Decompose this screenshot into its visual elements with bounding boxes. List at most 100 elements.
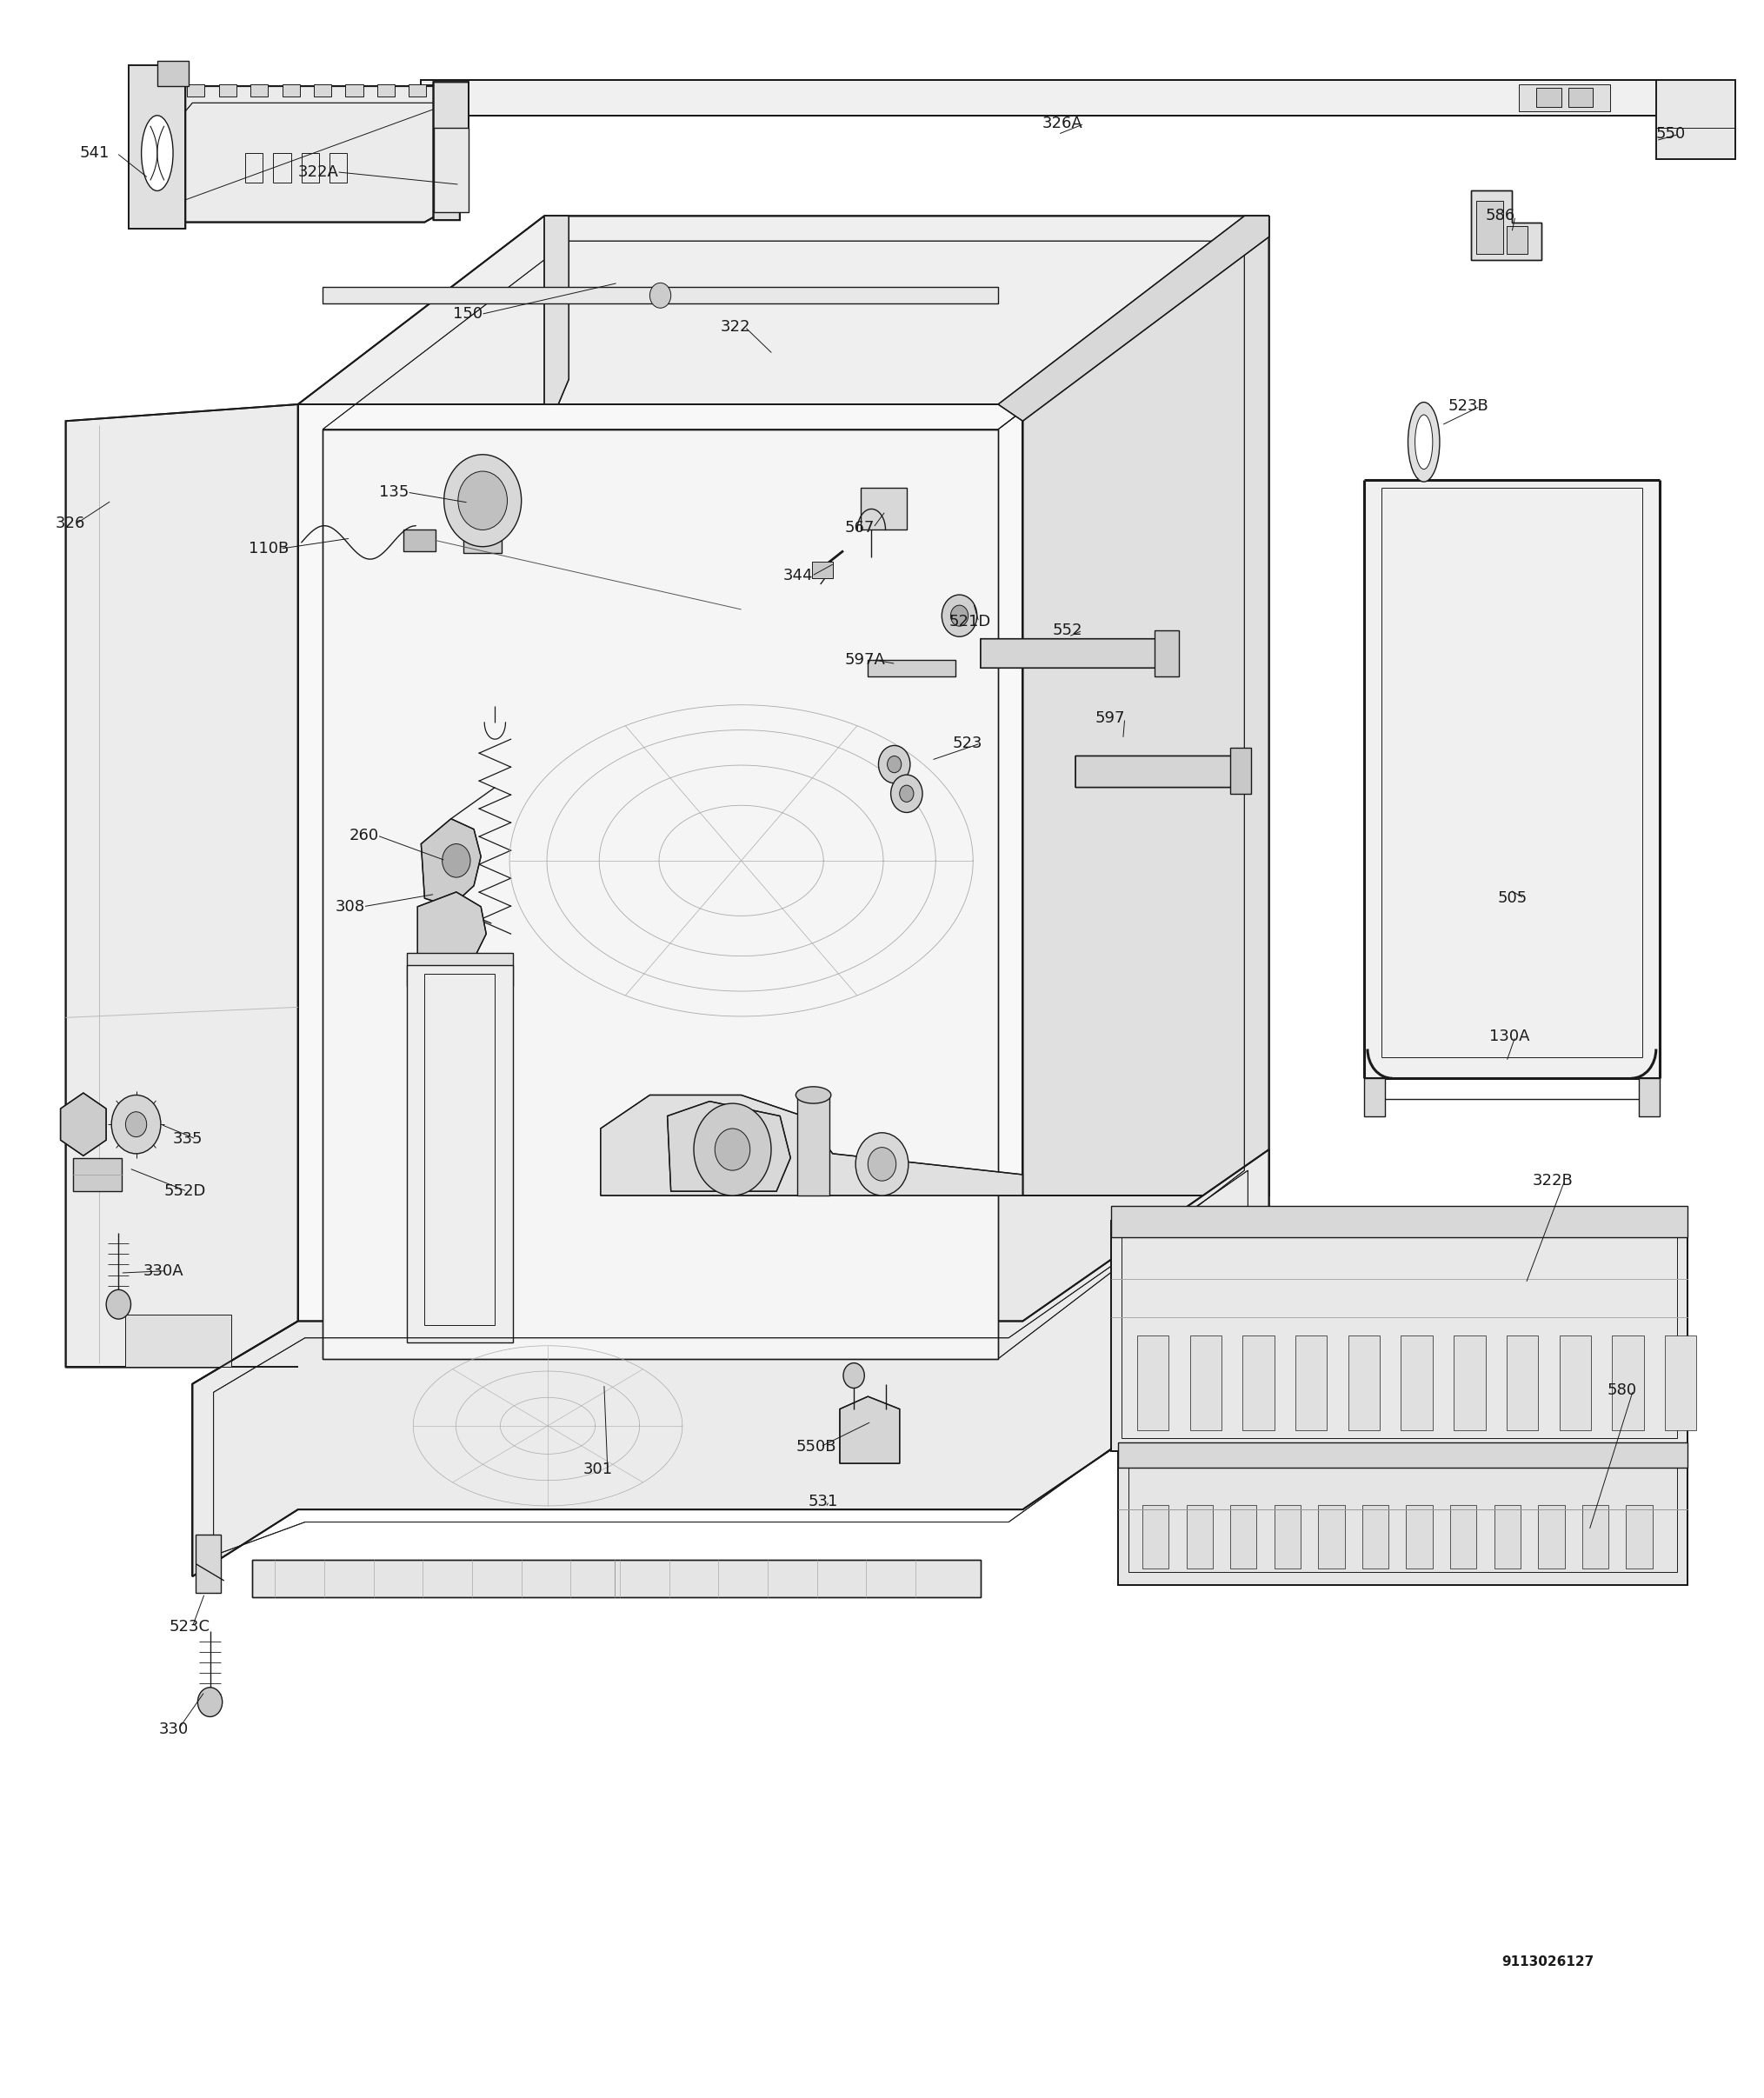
Bar — [245, 153, 263, 183]
Ellipse shape — [1408, 403, 1439, 483]
Bar — [1582, 1504, 1609, 1567]
Circle shape — [714, 1129, 750, 1171]
Bar — [464, 541, 503, 554]
Bar — [1118, 1443, 1688, 1469]
Bar — [409, 84, 427, 97]
Bar — [125, 1315, 231, 1368]
Circle shape — [868, 1148, 896, 1181]
Text: 330A: 330A — [143, 1263, 183, 1278]
Text: 344: 344 — [783, 569, 813, 583]
Circle shape — [459, 472, 508, 531]
Bar — [323, 287, 998, 304]
Text: 597: 597 — [1095, 711, 1125, 726]
Bar — [1122, 1234, 1678, 1439]
Text: 523: 523 — [953, 736, 983, 751]
Polygon shape — [60, 1093, 106, 1156]
Polygon shape — [1471, 191, 1542, 260]
Text: 523C: 523C — [169, 1620, 210, 1634]
Text: 552: 552 — [1053, 623, 1083, 638]
Bar — [1476, 201, 1503, 254]
Bar — [1665, 1336, 1697, 1431]
Bar — [407, 952, 513, 986]
Bar — [1242, 1336, 1274, 1431]
Circle shape — [111, 1095, 161, 1154]
Circle shape — [693, 1104, 771, 1196]
Bar — [1612, 1336, 1644, 1431]
Bar — [1450, 1504, 1476, 1567]
Bar — [1295, 1336, 1327, 1431]
Text: 322: 322 — [720, 319, 750, 336]
Bar — [1536, 88, 1561, 107]
Circle shape — [198, 1687, 222, 1716]
Bar — [314, 84, 332, 97]
Bar — [196, 1534, 220, 1592]
Bar — [72, 1158, 122, 1192]
Text: 550B: 550B — [796, 1439, 836, 1454]
Bar — [861, 489, 907, 531]
Polygon shape — [192, 1150, 1268, 1576]
Bar — [1454, 1336, 1485, 1431]
Text: 110B: 110B — [249, 541, 289, 556]
Polygon shape — [418, 892, 487, 969]
Polygon shape — [1111, 1221, 1688, 1452]
Bar — [1230, 1504, 1256, 1567]
Polygon shape — [65, 405, 298, 1368]
Text: 301: 301 — [582, 1462, 612, 1477]
Bar — [1656, 80, 1736, 159]
Bar — [1639, 1078, 1660, 1116]
Text: 150: 150 — [453, 306, 482, 323]
Circle shape — [891, 774, 923, 812]
Text: 308: 308 — [335, 898, 365, 915]
Bar — [282, 84, 300, 97]
Bar — [273, 153, 291, 183]
Bar — [476, 501, 490, 548]
Text: 135: 135 — [379, 485, 409, 499]
Polygon shape — [840, 1397, 900, 1464]
Bar — [1506, 1336, 1538, 1431]
Bar — [377, 84, 395, 97]
Text: 586: 586 — [1485, 208, 1515, 224]
Bar — [407, 965, 513, 1343]
Ellipse shape — [796, 1087, 831, 1104]
Bar — [1129, 1464, 1678, 1571]
Text: 322B: 322B — [1533, 1173, 1573, 1190]
Bar — [1274, 1504, 1300, 1567]
Polygon shape — [298, 216, 1268, 405]
Bar — [404, 531, 436, 552]
Circle shape — [443, 843, 471, 877]
Bar — [1230, 747, 1251, 793]
Bar — [811, 562, 833, 579]
Bar — [187, 84, 205, 97]
Bar — [1138, 1336, 1170, 1431]
Circle shape — [125, 1112, 146, 1137]
Circle shape — [843, 1364, 864, 1389]
Bar — [1348, 1336, 1379, 1431]
Bar — [250, 84, 268, 97]
Polygon shape — [141, 86, 462, 222]
Bar — [1559, 1336, 1591, 1431]
Circle shape — [900, 785, 914, 801]
Circle shape — [856, 1133, 908, 1196]
Bar — [1519, 84, 1611, 111]
Bar — [425, 973, 496, 1326]
Text: 330: 330 — [159, 1722, 189, 1737]
Bar — [422, 84, 448, 111]
Polygon shape — [1118, 1452, 1688, 1584]
Circle shape — [878, 745, 910, 783]
Text: 322A: 322A — [298, 164, 339, 180]
Text: 335: 335 — [173, 1131, 203, 1148]
Text: 567: 567 — [845, 520, 875, 535]
Polygon shape — [981, 638, 1173, 667]
Text: 597A: 597A — [845, 652, 886, 667]
Bar — [1362, 1504, 1388, 1567]
Text: 523B: 523B — [1448, 399, 1489, 413]
Text: 531: 531 — [808, 1494, 838, 1508]
Ellipse shape — [1415, 415, 1432, 470]
Text: 130A: 130A — [1489, 1028, 1529, 1045]
Text: 9113026127: 9113026127 — [1501, 1955, 1593, 1968]
Bar — [1401, 1336, 1432, 1431]
Polygon shape — [323, 430, 998, 1360]
Text: 521D: 521D — [949, 615, 991, 629]
Polygon shape — [298, 1196, 1268, 1385]
Text: 326A: 326A — [1043, 115, 1083, 132]
